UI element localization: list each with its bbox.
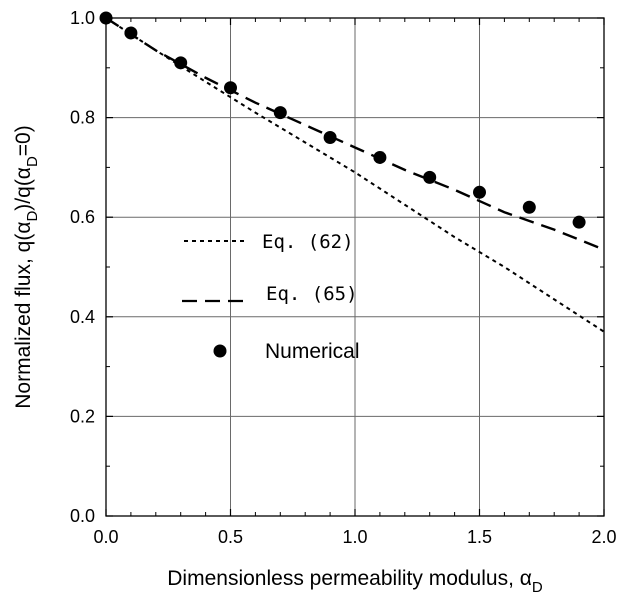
x-axis-label-subscript: D <box>532 579 543 593</box>
x-tick-label: 0.0 <box>93 527 118 547</box>
numerical-point <box>423 170 437 184</box>
y-tick-label: 0.4 <box>70 307 95 327</box>
legend-label-eq62: Eq. (62) <box>262 231 354 253</box>
y-axis-label-part-2: )/q(α <box>12 167 35 211</box>
numerical-point <box>473 185 486 199</box>
y-axis-label-part-1: Normalized flux, q(α <box>12 222 35 409</box>
x-tick-label: 1.5 <box>467 527 492 547</box>
x-tick-label: 2.0 <box>591 527 616 547</box>
y-axis-label-subscript-2: D <box>24 156 41 167</box>
x-tick-label: 0.5 <box>218 527 243 547</box>
numerical-point <box>522 200 536 214</box>
legend-marker-numerical <box>213 344 227 358</box>
eq65-line <box>105 16 605 251</box>
tick-labels: 0.0 0.5 1.0 1.5 2.0 0.0 0.2 0.4 0.6 0.8 1.0 <box>70 8 617 547</box>
axis-ticks <box>105 17 605 517</box>
x-tick-label: 1.0 <box>342 527 367 547</box>
numerical-point <box>124 26 138 40</box>
numerical-point <box>572 215 586 229</box>
series-layer <box>99 11 605 333</box>
legend-label-numerical: Numerical <box>265 340 360 363</box>
y-tick-label: 0.2 <box>70 406 95 426</box>
numerical-point <box>373 150 387 164</box>
numerical-point <box>224 81 237 95</box>
y-tick-label: 0.6 <box>70 207 95 227</box>
legend-label-eq65: Eq. (65) <box>266 283 358 305</box>
numerical-point <box>273 106 287 120</box>
eq62-line <box>105 17 605 333</box>
y-axis-label: Normalized flux, q(αD)/q(αD=0) <box>12 125 41 408</box>
y-tick-label: 1.0 <box>70 8 95 28</box>
y-tick-label: 0.8 <box>70 108 95 128</box>
y-tick-label: 0.0 <box>70 506 95 526</box>
legend: Eq. (62) Eq. (65) Numerical <box>182 231 360 363</box>
x-axis-label-main: Dimensionless permeability modulus, α <box>167 567 532 590</box>
y-axis-label-part-3: =0) <box>12 125 35 156</box>
y-axis-label-subscript-1: D <box>24 211 41 222</box>
numerical-point <box>174 56 188 70</box>
numerical-point <box>323 131 337 145</box>
x-axis-label: Dimensionless permeability modulus, αD <box>167 567 543 593</box>
